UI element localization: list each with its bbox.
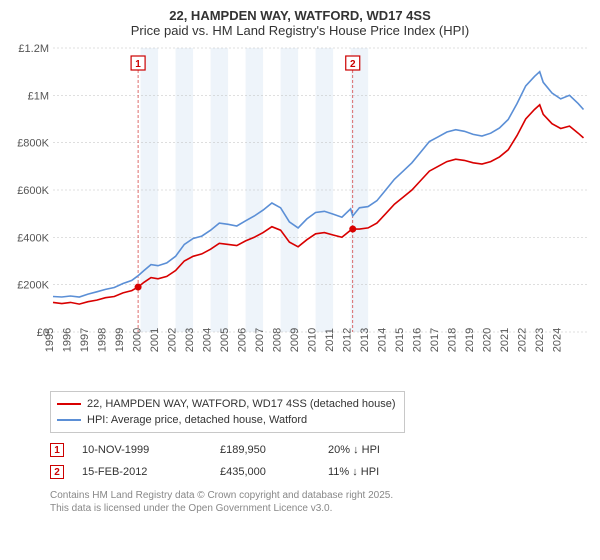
svg-text:2013: 2013 [359, 328, 371, 352]
table-row: 2 15-FEB-2012 £435,000 11% ↓ HPI [50, 461, 590, 483]
footer: Contains HM Land Registry data © Crown c… [50, 489, 590, 515]
legend-label-blue: HPI: Average price, detached house, Watf… [87, 412, 307, 428]
svg-text:2001: 2001 [149, 328, 161, 352]
svg-text:1997: 1997 [79, 328, 91, 352]
title-block: 22, HAMPDEN WAY, WATFORD, WD17 4SS Price… [10, 8, 590, 38]
txn-badge-2: 2 [50, 465, 64, 479]
legend-row-red: 22, HAMPDEN WAY, WATFORD, WD17 4SS (deta… [57, 396, 398, 412]
svg-text:2017: 2017 [429, 328, 441, 352]
legend-row-blue: HPI: Average price, detached house, Watf… [57, 412, 398, 428]
chart-plot: £0£200K£400K£600K£800K£1M£1.2M1219951996… [15, 42, 590, 387]
txn-price-1: £189,950 [220, 444, 310, 456]
txn-badge-1: 1 [50, 443, 64, 457]
svg-text:2020: 2020 [482, 328, 494, 352]
svg-text:2: 2 [350, 59, 356, 70]
transaction-table: 1 10-NOV-1999 £189,950 20% ↓ HPI 2 15-FE… [50, 439, 590, 483]
svg-text:2023: 2023 [534, 328, 546, 352]
svg-text:2015: 2015 [394, 328, 406, 352]
txn-diff-1: 20% ↓ HPI [328, 444, 418, 456]
svg-text:2009: 2009 [289, 328, 301, 352]
svg-text:2008: 2008 [272, 328, 284, 352]
svg-text:2000: 2000 [132, 328, 144, 352]
footer-line-1: Contains HM Land Registry data © Crown c… [50, 489, 590, 502]
svg-text:1996: 1996 [62, 328, 74, 352]
svg-text:2003: 2003 [184, 328, 196, 352]
svg-text:2004: 2004 [202, 328, 214, 352]
svg-text:2011: 2011 [324, 328, 336, 352]
svg-text:£1.2M: £1.2M [18, 43, 49, 55]
svg-text:£1M: £1M [28, 90, 49, 102]
svg-text:£200K: £200K [17, 280, 49, 292]
title-subtitle: Price paid vs. HM Land Registry's House … [10, 23, 590, 38]
legend: 22, HAMPDEN WAY, WATFORD, WD17 4SS (deta… [50, 391, 405, 433]
chart-svg: £0£200K£400K£600K£800K£1M£1.2M1219951996… [15, 42, 590, 387]
svg-text:2021: 2021 [499, 328, 511, 352]
svg-text:2019: 2019 [464, 328, 476, 352]
legend-label-red: 22, HAMPDEN WAY, WATFORD, WD17 4SS (deta… [87, 396, 396, 412]
svg-text:2018: 2018 [447, 328, 459, 352]
svg-text:1999: 1999 [114, 328, 126, 352]
txn-date-1: 10-NOV-1999 [82, 444, 202, 456]
svg-text:2014: 2014 [377, 328, 389, 352]
txn-date-2: 15-FEB-2012 [82, 466, 202, 478]
svg-text:2022: 2022 [517, 328, 529, 352]
chart-container: 22, HAMPDEN WAY, WATFORD, WD17 4SS Price… [0, 0, 600, 560]
svg-text:2007: 2007 [254, 328, 266, 352]
footer-line-2: This data is licensed under the Open Gov… [50, 502, 590, 515]
svg-text:£800K: £800K [17, 138, 49, 150]
svg-text:1998: 1998 [97, 328, 109, 352]
svg-text:£600K: £600K [17, 185, 49, 197]
svg-text:1: 1 [135, 59, 141, 70]
svg-text:2024: 2024 [552, 328, 564, 352]
legend-swatch-blue [57, 419, 81, 421]
svg-text:2016: 2016 [412, 328, 424, 352]
table-row: 1 10-NOV-1999 £189,950 20% ↓ HPI [50, 439, 590, 461]
svg-text:2006: 2006 [237, 328, 249, 352]
svg-text:2005: 2005 [219, 328, 231, 352]
svg-text:1995: 1995 [44, 328, 56, 352]
legend-swatch-red [57, 403, 81, 405]
svg-text:2012: 2012 [342, 328, 354, 352]
svg-text:2002: 2002 [167, 328, 179, 352]
svg-text:£400K: £400K [17, 232, 49, 244]
txn-diff-2: 11% ↓ HPI [328, 466, 418, 478]
txn-price-2: £435,000 [220, 466, 310, 478]
title-address: 22, HAMPDEN WAY, WATFORD, WD17 4SS [10, 8, 590, 23]
svg-text:2010: 2010 [307, 328, 319, 352]
